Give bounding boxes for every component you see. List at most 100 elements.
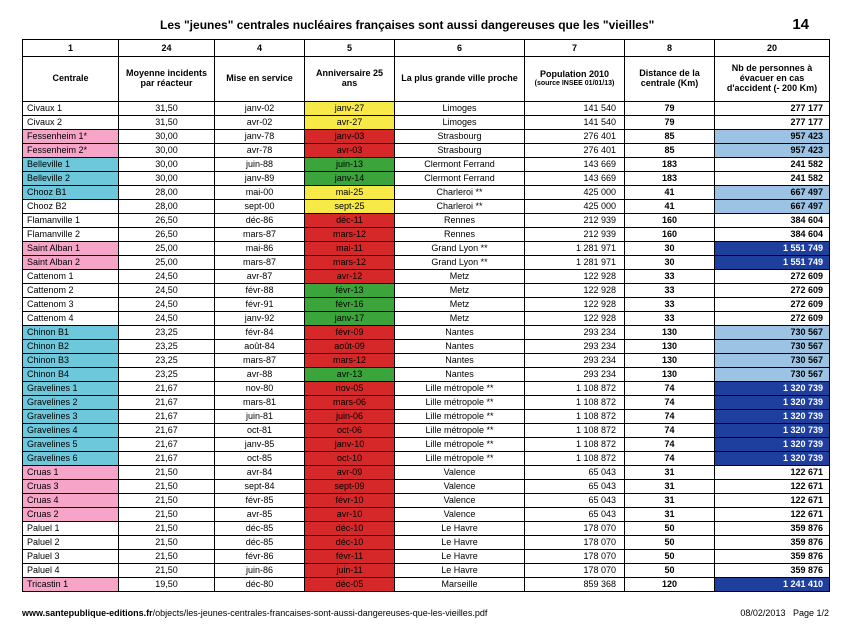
cell: 65 043 <box>525 480 625 494</box>
cell: mai-11 <box>305 242 395 256</box>
cell: 50 <box>625 550 715 564</box>
cell: 667 497 <box>715 186 830 200</box>
table-row: Flamanville 126,50déc-86déc-11Rennes212 … <box>23 214 830 228</box>
cell: 25,00 <box>119 242 215 256</box>
cell: 74 <box>625 410 715 424</box>
cell: avr-02 <box>215 116 305 130</box>
cell: 74 <box>625 452 715 466</box>
cell: 26,50 <box>119 228 215 242</box>
cell: 122 928 <box>525 312 625 326</box>
cell: Strasbourg <box>395 130 525 144</box>
cell: Nantes <box>395 340 525 354</box>
cell: 143 669 <box>525 158 625 172</box>
table-row: Paluel 321,50févr-86févr-11Le Havre178 0… <box>23 550 830 564</box>
cell: Cattenom 4 <box>23 312 119 326</box>
table-row: Paluel 421,50juin-86juin-11Le Havre178 0… <box>23 564 830 578</box>
cell: 24,50 <box>119 270 215 284</box>
cell: 19,50 <box>119 578 215 592</box>
cell: 31,50 <box>119 102 215 116</box>
footer-right: 08/02/2013 Page 1/2 <box>740 608 829 618</box>
cell: 24,50 <box>119 312 215 326</box>
cell: 122 928 <box>525 298 625 312</box>
cell: Gravelines 4 <box>23 424 119 438</box>
cell: 178 070 <box>525 550 625 564</box>
cell: avr-03 <box>305 144 395 158</box>
cell: 277 177 <box>715 102 830 116</box>
cell: 65 043 <box>525 494 625 508</box>
cell: 74 <box>625 396 715 410</box>
cell: avr-09 <box>305 466 395 480</box>
cell: 79 <box>625 116 715 130</box>
table-row: Gravelines 121,67nov-80nov-05Lille métro… <box>23 382 830 396</box>
cell: 130 <box>625 340 715 354</box>
cell: Saint Alban 1 <box>23 242 119 256</box>
cell: janv-85 <box>215 438 305 452</box>
cell: 957 423 <box>715 130 830 144</box>
cell: Valence <box>395 508 525 522</box>
cell: janv-02 <box>215 102 305 116</box>
footer: www.santepublique-editions.fr/objects/le… <box>22 608 829 618</box>
header-num: 7 <box>525 40 625 57</box>
cell: Cruas 3 <box>23 480 119 494</box>
cell: 21,50 <box>119 480 215 494</box>
table-row: Chooz B228,00sept-00sept-25Charleroi **4… <box>23 200 830 214</box>
footer-url-rest: /objects/les-jeunes-centrales-francaises… <box>153 608 488 618</box>
cell: 241 582 <box>715 172 830 186</box>
cell: Clermont Ferrand <box>395 172 525 186</box>
cell: 276 401 <box>525 130 625 144</box>
cell: 183 <box>625 158 715 172</box>
cell: janv-17 <box>305 312 395 326</box>
cell: Limoges <box>395 102 525 116</box>
cell: juin-81 <box>215 410 305 424</box>
cell: 25,00 <box>119 256 215 270</box>
cell: Gravelines 3 <box>23 410 119 424</box>
cell: Paluel 2 <box>23 536 119 550</box>
table-row: Cattenom 224,50févr-88févr-13Metz122 928… <box>23 284 830 298</box>
cell: janv-89 <box>215 172 305 186</box>
cell: 21,67 <box>119 382 215 396</box>
cell: Charleroi ** <box>395 200 525 214</box>
table-row: Paluel 221,50déc-85déc-10Le Havre178 070… <box>23 536 830 550</box>
cell: 272 609 <box>715 270 830 284</box>
cell: déc-85 <box>215 522 305 536</box>
cell: août-09 <box>305 340 395 354</box>
cell: 74 <box>625 438 715 452</box>
table-row: Belleville 230,00janv-89janv-14Clermont … <box>23 172 830 186</box>
cell: 384 604 <box>715 228 830 242</box>
cell: Gravelines 6 <box>23 452 119 466</box>
cell: Fessenheim 2* <box>23 144 119 158</box>
cell: 21,50 <box>119 564 215 578</box>
cell: 730 567 <box>715 326 830 340</box>
table-row: Gravelines 521,67janv-85janv-10Lille mét… <box>23 438 830 452</box>
cell: déc-10 <box>305 536 395 550</box>
cell: 1 108 872 <box>525 410 625 424</box>
cell: Fessenheim 1* <box>23 130 119 144</box>
table-row: Flamanville 226,50mars-87mars-12Rennes21… <box>23 228 830 242</box>
table-row: Cruas 321,50sept-84sept-09Valence65 0433… <box>23 480 830 494</box>
cell: 359 876 <box>715 522 830 536</box>
header-num: 8 <box>625 40 715 57</box>
table-row: Cruas 121,50avr-84avr-09Valence65 043311… <box>23 466 830 480</box>
header-num: 4 <box>215 40 305 57</box>
cell: avr-10 <box>305 508 395 522</box>
cell: juin-11 <box>305 564 395 578</box>
cell: Le Havre <box>395 564 525 578</box>
cell: févr-16 <box>305 298 395 312</box>
cell: 26,50 <box>119 214 215 228</box>
cell: Nantes <box>395 368 525 382</box>
cell: 33 <box>625 270 715 284</box>
cell: Lille métropole ** <box>395 438 525 452</box>
cell: Flamanville 2 <box>23 228 119 242</box>
cell: 79 <box>625 102 715 116</box>
cell: 293 234 <box>525 326 625 340</box>
cell: Cattenom 2 <box>23 284 119 298</box>
cell: Lille métropole ** <box>395 452 525 466</box>
cell: 143 669 <box>525 172 625 186</box>
cell: janv-10 <box>305 438 395 452</box>
data-table: 1244567820 CentraleMoyenne incidents par… <box>22 39 830 592</box>
cell: 1 241 410 <box>715 578 830 592</box>
cell: oct-10 <box>305 452 395 466</box>
cell: févr-91 <box>215 298 305 312</box>
cell: avr-13 <box>305 368 395 382</box>
table-row: Cattenom 124,50avr-87avr-12Metz122 92833… <box>23 270 830 284</box>
